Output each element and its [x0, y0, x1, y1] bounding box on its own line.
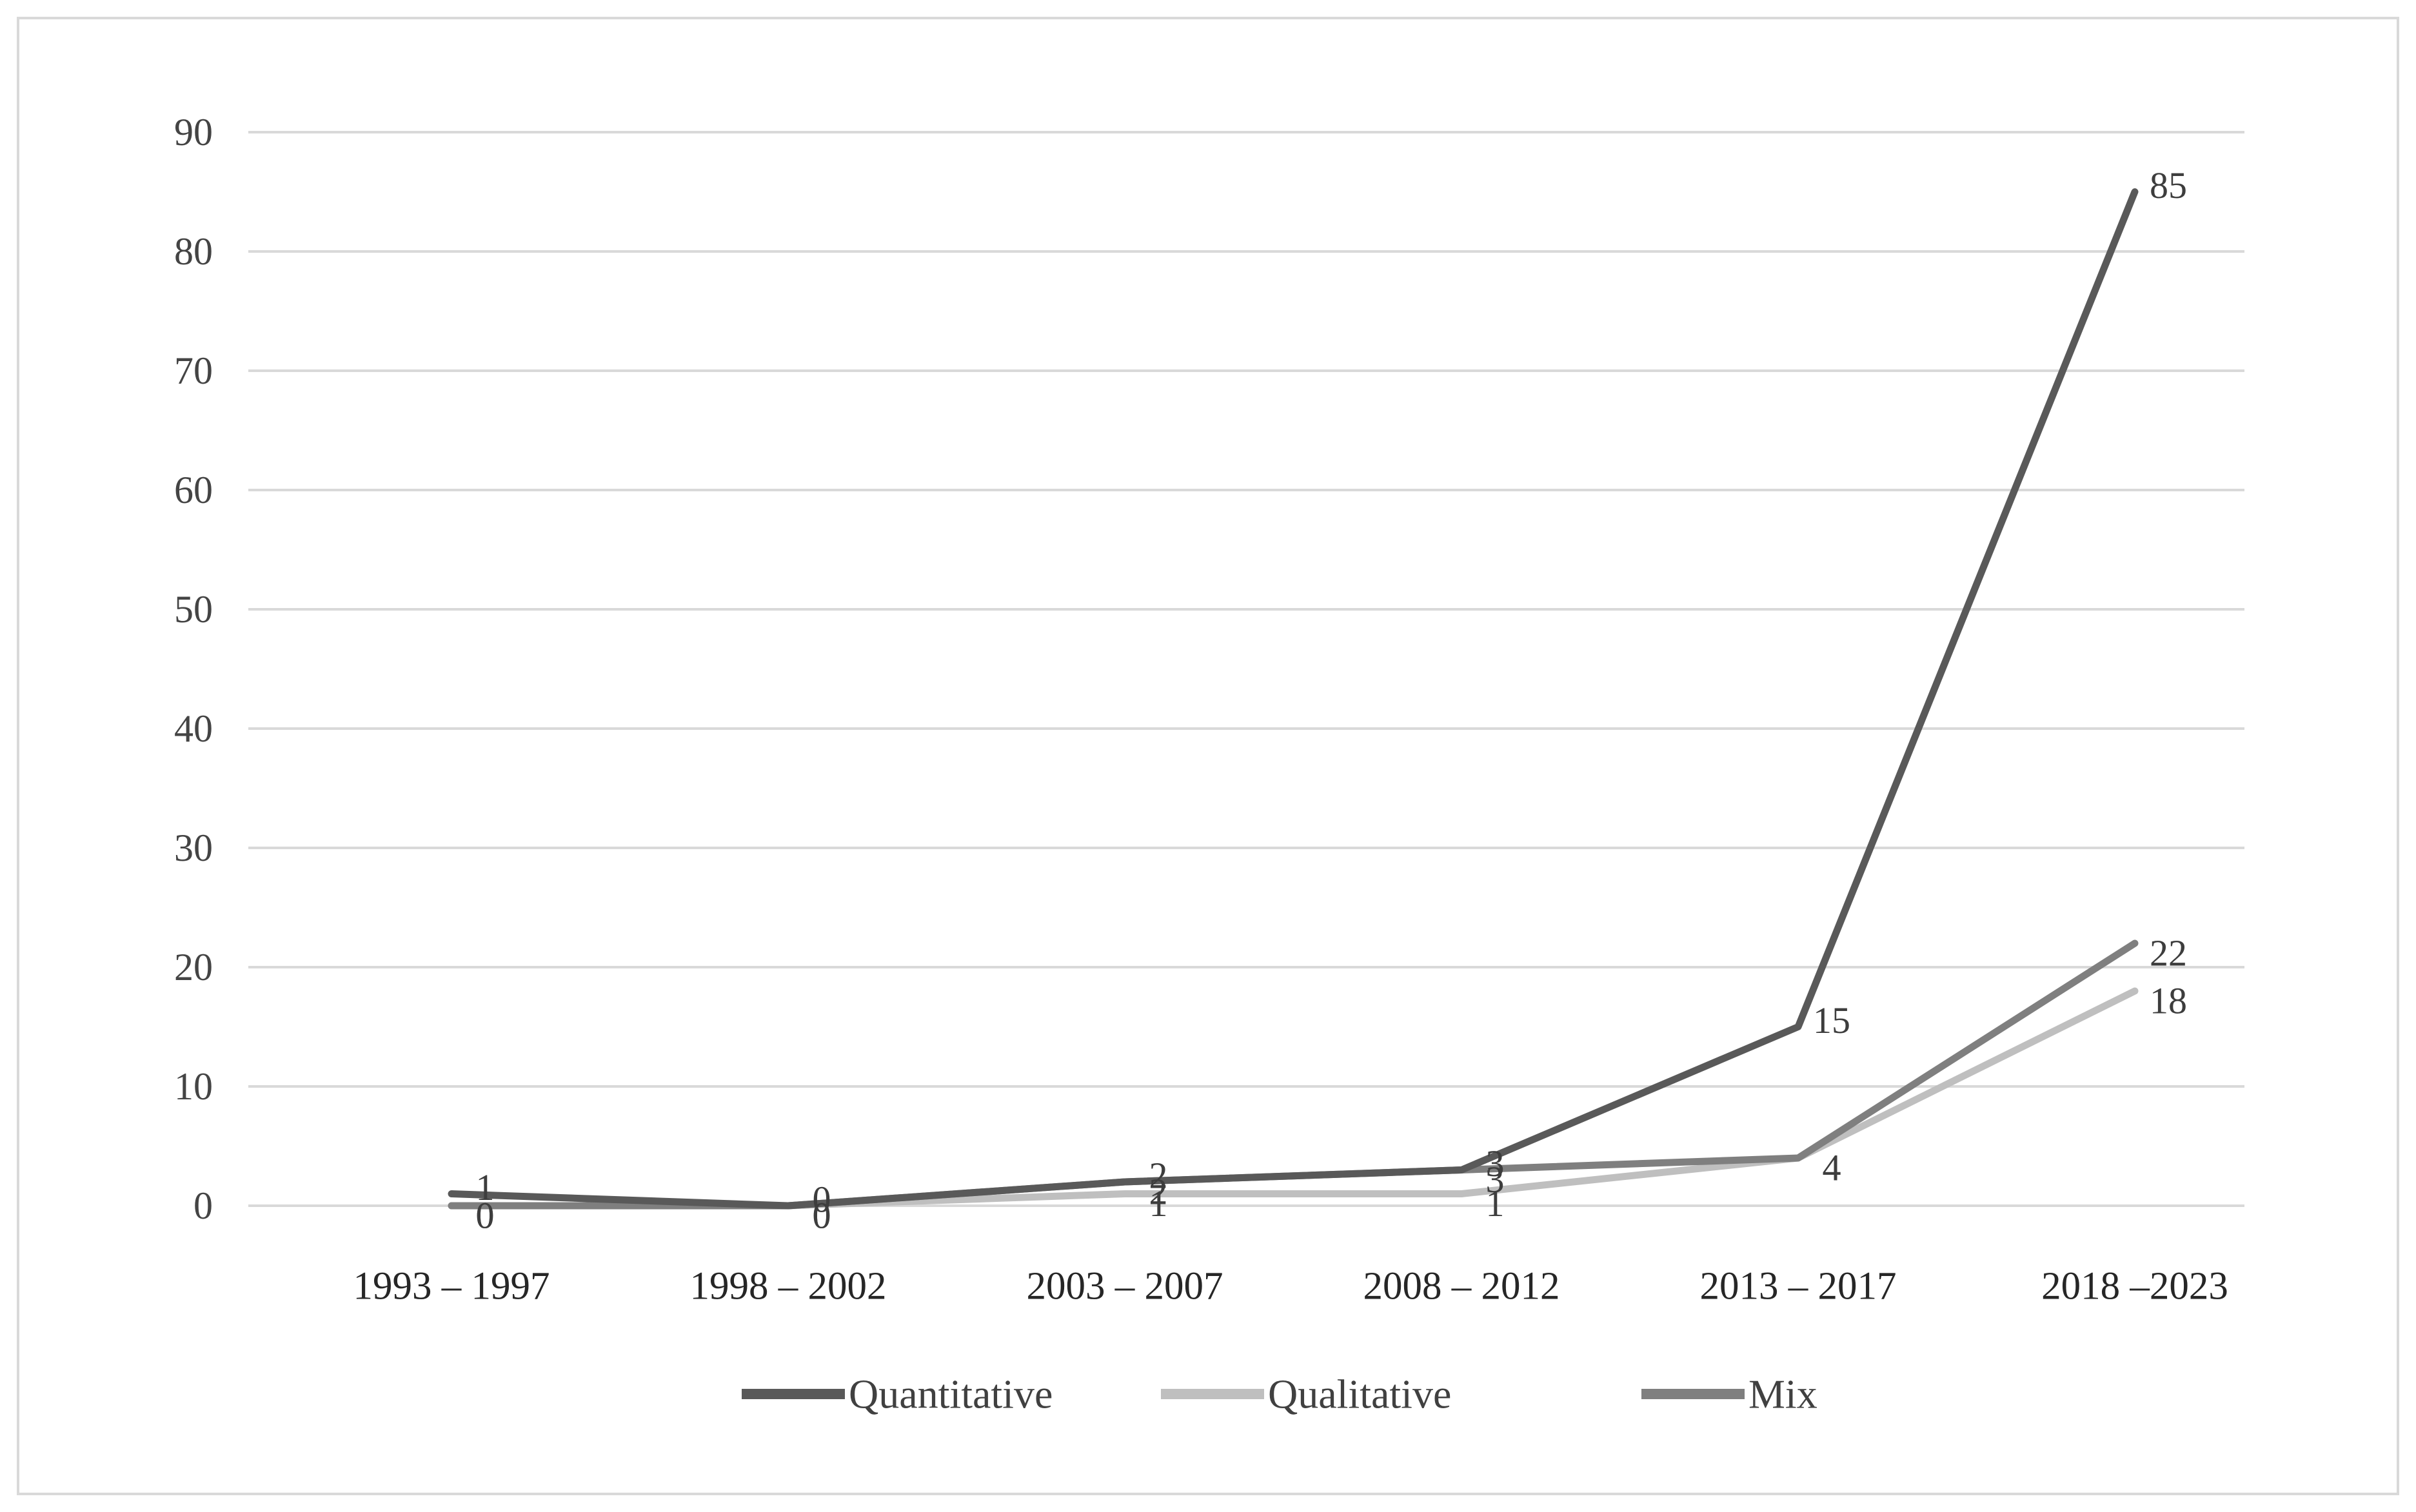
- x-axis-tick-label: 1998 – 2002: [690, 1265, 887, 1308]
- legend-label-quantitative: Quantitative: [849, 1371, 1053, 1417]
- data-label-qualitative-3: 1: [1486, 1183, 1505, 1224]
- data-label-mix-1: 0: [813, 1195, 831, 1237]
- x-axis-tick-label: 2003 – 2007: [1027, 1265, 1223, 1308]
- data-label-qualitative-0: 0: [476, 1195, 495, 1237]
- data-label-qualitative-2: 1: [1149, 1183, 1168, 1224]
- data-label-quantitative-5: 85: [2150, 164, 2187, 206]
- y-axis-tick-label: 80: [174, 230, 213, 273]
- y-axis-tick-label: 70: [174, 349, 213, 392]
- data-label-mix-5: 22: [2150, 932, 2187, 974]
- y-axis-tick-label: 20: [174, 946, 213, 988]
- data-label-quantitative-3: 3: [1486, 1143, 1505, 1184]
- x-axis-tick-label: 1993 – 1997: [353, 1265, 550, 1308]
- x-axis-tick-label: 2018 –2023: [2041, 1265, 2228, 1308]
- y-axis-tick-label: 60: [174, 469, 213, 511]
- y-axis-tick-label: 40: [174, 707, 213, 750]
- data-label-quantitative-1: 0: [813, 1179, 831, 1221]
- data-label-qualitative-5: 18: [2150, 980, 2187, 1022]
- y-axis-tick-label: 50: [174, 588, 213, 631]
- data-label-qualitative-4: 4: [1823, 1147, 1841, 1189]
- y-axis-tick-label: 90: [174, 111, 213, 153]
- data-label-quantitative-4: 15: [1813, 999, 1850, 1041]
- x-axis-tick-label: 2008 – 2012: [1363, 1265, 1560, 1308]
- data-label-mix-0: 0: [476, 1195, 495, 1237]
- data-label-mix-3: 3: [1486, 1159, 1505, 1201]
- series-line-quantitative: [448, 188, 2139, 1210]
- data-label-quantitative-0: 1: [476, 1166, 495, 1208]
- y-axis-tick-label: 30: [174, 827, 213, 869]
- data-label-qualitative-1: 0: [813, 1195, 831, 1237]
- x-axis-tick-label: 2013 – 2017: [1700, 1265, 1897, 1308]
- figure-border: [17, 17, 2399, 1495]
- y-axis-tick-label: 0: [193, 1184, 213, 1227]
- data-label-quantitative-2: 2: [1149, 1155, 1168, 1197]
- legend-label-mix: Mix: [1748, 1371, 1817, 1417]
- data-label-mix-4: 4: [1823, 1147, 1841, 1189]
- y-axis-tick-label: 10: [174, 1065, 213, 1108]
- data-label-mix-2: 2: [1149, 1171, 1168, 1213]
- legend-label-qualitative: Qualitative: [1268, 1371, 1451, 1417]
